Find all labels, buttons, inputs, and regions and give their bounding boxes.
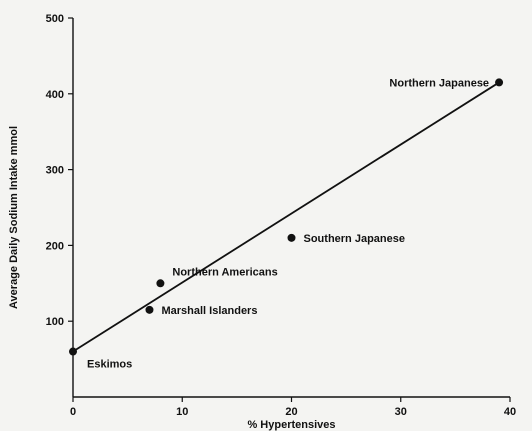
points-group: Eskimos Marshall Islanders Northern Americ… <box>69 77 504 371</box>
x-tick-label: 0 <box>70 406 76 418</box>
x-tick-label: 30 <box>395 406 407 418</box>
point-label: Eskimos <box>87 359 132 371</box>
data-point <box>69 347 77 356</box>
x-axis-label: % Hypertensives <box>247 419 335 431</box>
data-point <box>145 305 154 314</box>
y-tick-label: 400 <box>46 89 64 101</box>
x-tick-label: 10 <box>176 406 188 418</box>
y-axis-label: Average Daily Sodium Intake mmol <box>8 126 20 309</box>
point-label: Northern Japanese <box>389 77 489 89</box>
point-label: Southern Japanese <box>304 233 405 245</box>
x-tick-label: 20 <box>285 406 297 418</box>
data-point <box>156 279 165 288</box>
point-label: Northern Americans <box>172 266 277 278</box>
y-tick-label: 300 <box>46 165 64 177</box>
axes: 0 10 20 30 40 100 200 300 400 500 <box>46 13 516 418</box>
trendline-group <box>72 81 500 353</box>
data-point <box>495 78 504 87</box>
trendline <box>72 81 500 353</box>
y-tick-label: 100 <box>46 316 64 328</box>
y-tick-label: 200 <box>46 240 64 252</box>
data-point <box>287 233 296 242</box>
x-tick-label: 40 <box>504 406 516 418</box>
point-label: Marshall Islanders <box>161 305 257 317</box>
y-tick-label: 500 <box>46 13 64 25</box>
